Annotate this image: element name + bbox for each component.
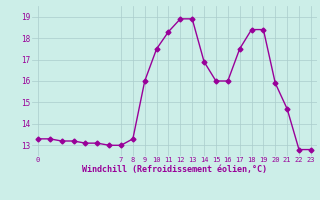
- X-axis label: Windchill (Refroidissement éolien,°C): Windchill (Refroidissement éolien,°C): [82, 165, 267, 174]
